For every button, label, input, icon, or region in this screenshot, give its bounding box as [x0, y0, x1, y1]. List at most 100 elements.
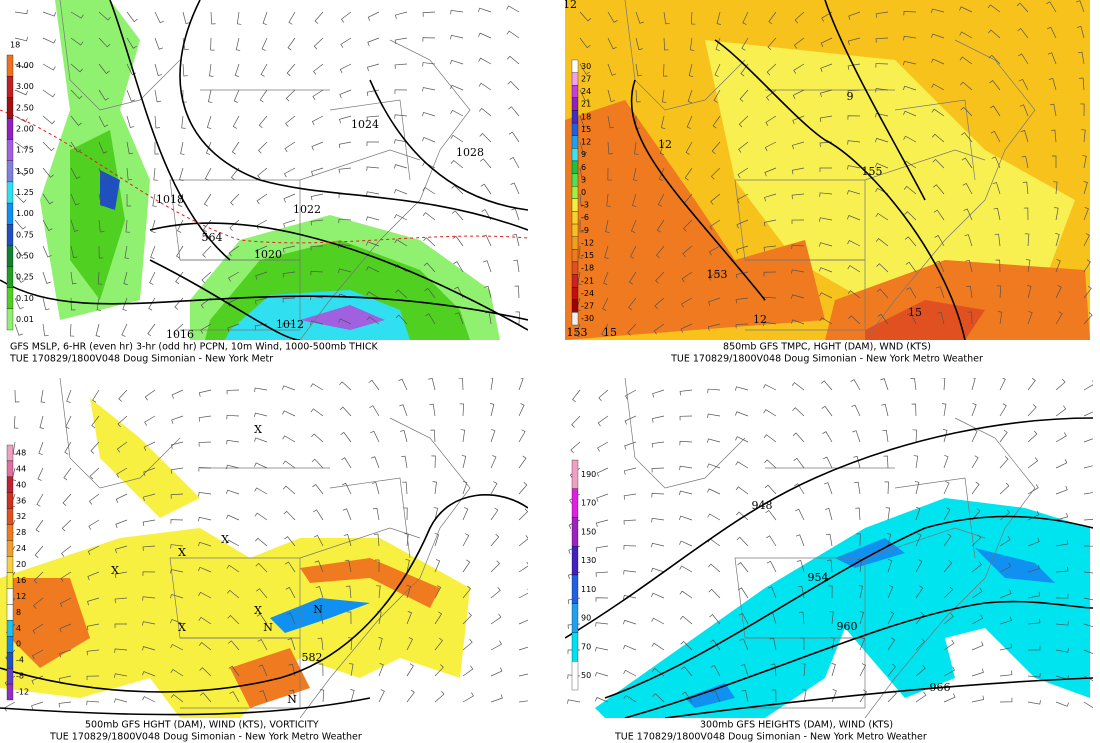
colorbar-cell [571, 211, 579, 225]
wind-barb [62, 493, 72, 506]
wind-barb [340, 11, 352, 23]
wind-barb [285, 115, 296, 127]
wind-barb [431, 455, 436, 469]
wind-barb [400, 429, 408, 443]
wind-barb [682, 245, 693, 258]
wind-barb [70, 63, 83, 73]
wind-barb [971, 695, 985, 703]
wind-barb [763, 271, 777, 277]
wind-barb [256, 613, 268, 625]
wind-barb [424, 287, 436, 299]
wind-barb [394, 139, 408, 144]
wind-barb [960, 106, 973, 117]
wind-barb [490, 455, 497, 469]
colorbar-cell [571, 160, 579, 174]
wind-barb [771, 689, 777, 703]
wind-barb [821, 405, 833, 417]
wind-barb [313, 509, 324, 521]
wind-barb [61, 545, 72, 557]
wind-barb [828, 585, 833, 599]
wind-barb [877, 313, 889, 325]
wind-barb [1083, 259, 1091, 273]
wind-barb [490, 640, 502, 651]
colorbar-label: 28 [16, 528, 26, 537]
wind-barb [679, 440, 693, 446]
wind-barb [632, 193, 637, 207]
colorbar-label: 15 [581, 125, 591, 134]
wind-barb [848, 315, 861, 325]
wind-barb [14, 271, 25, 283]
colorbar-label: -27 [581, 302, 594, 311]
colorbar-label: 12 [581, 138, 591, 147]
wind-barb [579, 11, 592, 22]
wind-barb [283, 219, 296, 228]
wind-barb [283, 167, 296, 178]
wind-barb [769, 637, 777, 651]
wind-barb [366, 141, 379, 146]
wind-barb [934, 235, 945, 247]
wind-barb [847, 165, 861, 170]
wind-barb [198, 641, 212, 651]
wind-barb [904, 236, 917, 247]
wind-barb [679, 490, 693, 496]
wind-barb [651, 441, 665, 448]
wind-barb [434, 611, 443, 625]
colorbar-label: 24 [16, 544, 26, 553]
wind-barb [713, 89, 721, 103]
wind-barb [791, 167, 805, 175]
wind-barb [286, 612, 296, 625]
wind-barb [690, 11, 696, 25]
wind-barb [1046, 26, 1057, 39]
wind-barb [366, 266, 380, 273]
wind-barb [317, 637, 324, 651]
wind-barb [735, 436, 749, 443]
wind-barb [579, 141, 588, 154]
colorbar-cell [571, 135, 579, 149]
wind-barb [943, 533, 952, 547]
wind-barb [959, 56, 973, 65]
color-field [10, 578, 90, 668]
colorbar-cell [6, 572, 14, 589]
contour [565, 417, 1093, 639]
wind-barb [931, 58, 945, 65]
wind-barb [95, 323, 100, 337]
colorbar-cell [6, 308, 14, 331]
wind-barb [42, 11, 56, 17]
wind-barb [366, 241, 380, 247]
wind-barb [663, 63, 668, 77]
wind-barb [349, 663, 354, 677]
wind-barb [820, 63, 833, 73]
wind-barb [478, 107, 492, 117]
colorbar-label: 0.75 [16, 230, 34, 239]
wind-barb [394, 239, 408, 247]
wind-barb [1083, 465, 1093, 469]
caption: TUE 170829/1800V048 Doug Simonian - New … [614, 732, 927, 743]
wind-barb [482, 234, 492, 247]
wind-barb [1027, 404, 1037, 417]
wind-barb [635, 115, 640, 129]
wind-barb [232, 115, 240, 129]
wind-barb [966, 285, 973, 299]
wind-barb [282, 435, 296, 443]
border [59, 378, 181, 489]
wind-barb [937, 311, 945, 325]
wind-barb [126, 89, 136, 102]
wind-barb [707, 413, 721, 419]
wind-barb [42, 193, 54, 205]
wind-barb [819, 267, 833, 273]
wind-barb [432, 481, 437, 495]
wind-barb [680, 640, 693, 651]
wind-barb [999, 562, 1012, 573]
wind-barb [98, 89, 109, 101]
wind-barb [741, 689, 749, 703]
wind-barb [98, 37, 111, 48]
contour-label: X [221, 533, 229, 546]
border [299, 527, 421, 559]
wind-barb [319, 689, 325, 703]
wind-barb [943, 666, 955, 677]
wind-barb [179, 167, 184, 181]
colorbar-cell [571, 122, 579, 136]
wind-barb [170, 669, 184, 677]
wind-barb [459, 403, 464, 417]
